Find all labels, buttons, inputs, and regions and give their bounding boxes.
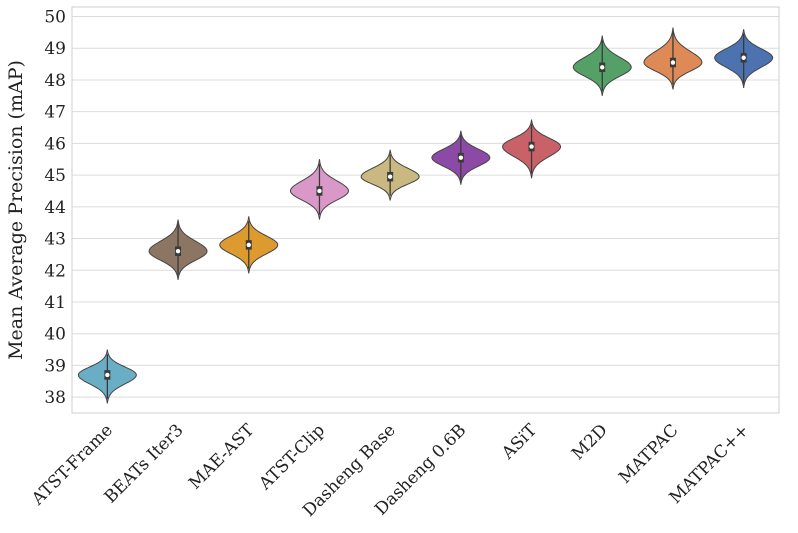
median-marker [175, 249, 181, 254]
violin-8 [572, 35, 632, 96]
x-tick-label: MAE-AST [185, 420, 259, 494]
median-marker [741, 55, 746, 60]
plot-frame [71, 6, 780, 414]
violin-9 [643, 27, 703, 90]
y-axis-title: Mean Average Precision (mAP) [5, 60, 27, 360]
x-tick-label: ASiT [497, 420, 541, 464]
x-tick-label: ATST-Clip [255, 420, 329, 494]
y-tick-label: 40 [44, 325, 66, 345]
median-marker [529, 144, 534, 149]
y-tick-label: 43 [44, 230, 66, 250]
y-tick-label: 49 [44, 39, 66, 59]
y-tick-label: 50 [44, 8, 66, 28]
violin-6 [431, 130, 491, 185]
y-tick-labels: 38 39 40 41 42 43 44 45 46 47 48 49 50 [44, 8, 66, 409]
y-tick-label: 46 [44, 134, 66, 154]
y-tick-label: 44 [44, 198, 66, 218]
violin-4 [289, 159, 349, 220]
y-tick-label: 47 [44, 103, 66, 123]
x-tick-label: MATPAC [615, 420, 682, 487]
median-marker [670, 60, 676, 65]
median-marker [246, 242, 251, 248]
y-tick-label: 38 [44, 388, 66, 408]
violin-7 [502, 119, 562, 179]
y-tick-label: 45 [44, 166, 66, 186]
y-tick-label: 41 [44, 293, 66, 313]
y-tick-label: 39 [44, 356, 66, 376]
violin-5 [360, 149, 420, 201]
violins [77, 27, 774, 404]
median-marker [105, 372, 110, 378]
violin-10 [714, 29, 774, 88]
violin-1 [77, 349, 137, 404]
y-tick-label: 42 [44, 261, 66, 281]
median-marker [600, 65, 605, 70]
median-marker [458, 155, 464, 160]
y-tick-label: 48 [44, 71, 66, 91]
median-marker [317, 188, 322, 194]
median-marker [387, 174, 393, 179]
violin-2 [148, 219, 208, 280]
violin-3 [219, 216, 279, 274]
x-tick-label: M2D [568, 420, 612, 464]
